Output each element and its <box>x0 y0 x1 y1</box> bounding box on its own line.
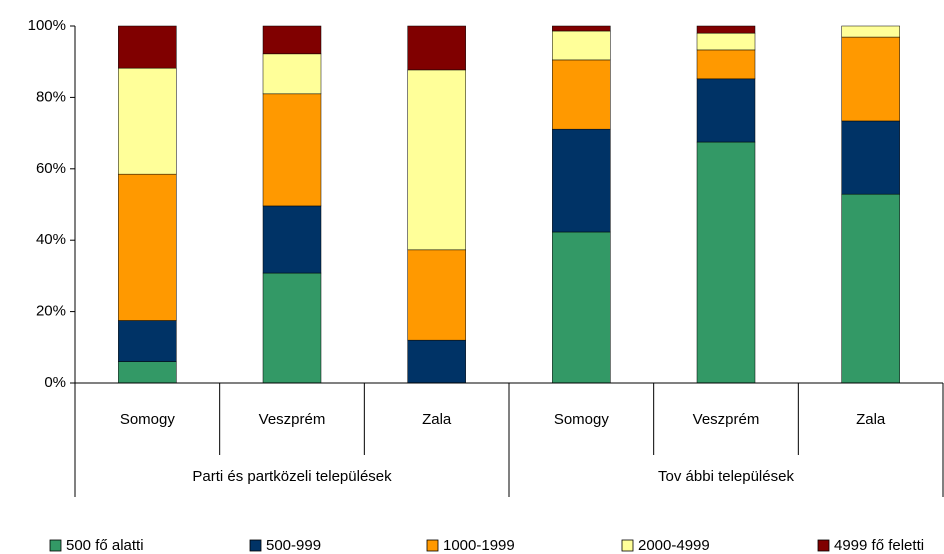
y-tick-label: 100% <box>28 17 66 34</box>
x-tick-label: Somogy <box>120 411 176 428</box>
bar-segment <box>696 49 756 80</box>
bar-segment <box>262 53 322 95</box>
bar-segment <box>262 272 322 384</box>
bar-segment <box>696 141 756 384</box>
y-tick-label: 80% <box>36 88 66 105</box>
y-tick-label: 20% <box>36 303 66 320</box>
bar-segment <box>407 249 466 341</box>
bar-segment <box>262 205 322 274</box>
bar-segment <box>118 67 177 175</box>
bar-segment <box>552 25 611 32</box>
legend-label: 4999 fő feletti <box>834 537 924 554</box>
legend-label: 500 fő alatti <box>66 537 144 554</box>
bar-segment <box>262 25 322 55</box>
legend-swatch <box>426 539 439 552</box>
bar-segment <box>118 320 177 362</box>
bar-segment <box>118 173 177 321</box>
bar-segment <box>696 25 756 34</box>
group-label: Tov ábbi települések <box>658 468 794 485</box>
bar-segment <box>696 32 756 51</box>
legend-label: 500-999 <box>266 537 321 554</box>
legend-swatch <box>621 539 634 552</box>
x-tick-label: Zala <box>856 411 886 428</box>
bar-segment <box>407 339 466 384</box>
x-tick-label: Veszprém <box>259 411 326 428</box>
bar-segment <box>552 128 611 233</box>
bar-segment <box>841 25 900 38</box>
x-tick-label: Veszprém <box>693 411 760 428</box>
bar-segment <box>118 361 177 384</box>
bar-segment <box>552 30 611 61</box>
bar-segment <box>407 25 466 71</box>
legend-label: 1000-1999 <box>443 537 515 554</box>
bar-segment <box>552 231 611 384</box>
y-tick-label: 0% <box>44 374 66 391</box>
bar-segment <box>118 25 177 69</box>
bar-segment <box>552 59 611 130</box>
legend-swatch <box>249 539 262 552</box>
legend-label: 2000-4999 <box>638 537 710 554</box>
bar-segment <box>841 120 900 195</box>
bar-segment <box>841 193 900 384</box>
group-label: Parti és partközeli települések <box>192 468 392 485</box>
bar-segment <box>262 93 322 207</box>
x-tick-label: Zala <box>422 411 452 428</box>
bar-segment <box>407 69 466 251</box>
bar-segment <box>696 78 756 143</box>
legend-swatch <box>49 539 62 552</box>
y-tick-label: 40% <box>36 231 66 248</box>
x-tick-label: Somogy <box>554 411 610 428</box>
bar-segment <box>841 36 900 122</box>
legend-swatch <box>817 539 830 552</box>
y-tick-label: 60% <box>36 160 66 177</box>
